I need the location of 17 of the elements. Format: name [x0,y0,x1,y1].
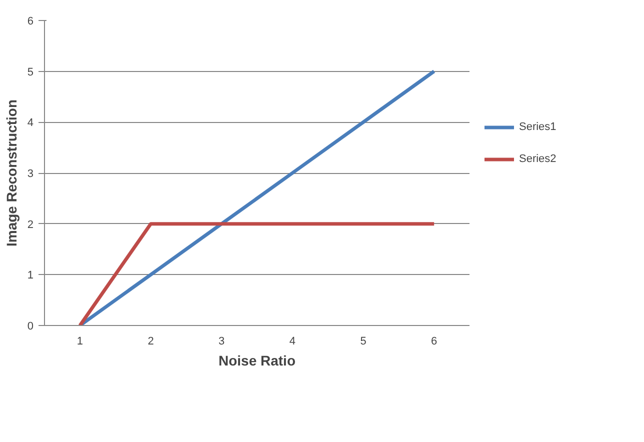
y-tick-label: 3 [27,168,34,180]
x-tick-label: 5 [360,336,366,348]
x-tick-label: 6 [431,336,438,348]
y-axis-title: Image Reconstruction [3,99,20,247]
y-tick-label: 4 [27,117,34,130]
x-tick-label: 1 [76,336,83,348]
y-tick-label: 6 [27,16,34,28]
y-tick-label: 0 [27,320,34,332]
y-tick-label: 2 [27,218,34,231]
legend-label: Series1 [519,121,556,133]
x-tick-label: 2 [148,336,154,348]
x-tick-label: 3 [218,336,225,348]
y-tick-label: 5 [27,66,34,78]
x-tick-label: 4 [289,336,296,348]
x-axis-title: Noise Ratio [218,352,296,368]
y-tick-label: 1 [27,270,34,282]
legend-label: Series2 [519,153,556,165]
